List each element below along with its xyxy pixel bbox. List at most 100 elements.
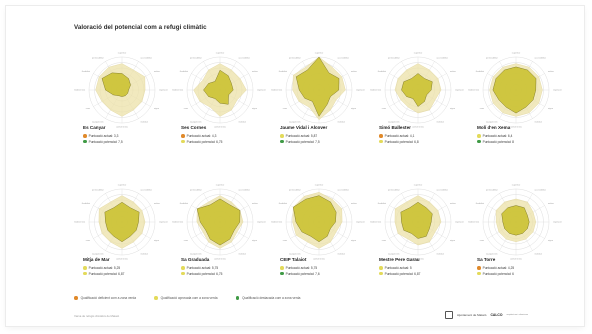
score-actual-dot: [477, 134, 481, 138]
score-potencial-dot: [477, 139, 481, 144]
axis-label: usos: [382, 108, 386, 110]
radar-chart-ses-cornes: superficie accessibilitat ombra vegetació ai…: [172, 53, 266, 129]
axis-label: biodiversitat: [468, 89, 479, 92]
axis-label: flexibilitat: [279, 70, 288, 73]
axis-label: mobiliari: [535, 254, 543, 256]
score-potencial-row: Puntuació potencial: 7,5: [280, 140, 320, 144]
score-potencial-row: Puntuació potencial: 7,5: [83, 140, 123, 144]
axis-label: superficie: [315, 185, 324, 187]
axis-label: permeabilitat: [289, 189, 301, 192]
radar-chart-sa-graduada: superficie accessibilitat ombra vegetació ai…: [172, 185, 266, 261]
legend-dot-aprovada: [154, 296, 158, 300]
series-actual-polygon: [203, 69, 234, 105]
axis-label: mobiliari: [338, 254, 346, 256]
score-actual-dot: [83, 134, 87, 138]
site-name-sa-graduada: Sa Graduada: [181, 257, 210, 262]
axis-label: usos: [283, 108, 287, 110]
score-potencial-label: Puntuació potencial: 6,8: [384, 139, 419, 144]
axis-label: equipaments: [388, 253, 399, 256]
axis-label: confort tèrmic: [116, 258, 128, 261]
axis-label: accessibilitat: [239, 57, 251, 60]
site-name-mitja-de-mar: Mitja de Mar: [83, 257, 110, 262]
axis-label: confort tèrmic: [412, 258, 424, 261]
axis-label: biodiversitat: [468, 221, 479, 224]
score-actual-row: Puntuació actual: 6,4: [477, 134, 512, 138]
axis-label: ombra: [154, 71, 161, 73]
score-potencial-label: Puntuació potencial: 6,87: [88, 271, 125, 276]
score-potencial-label: Puntuació potencial: 6: [482, 271, 514, 276]
axis-label: confort tèrmic: [313, 258, 325, 261]
axis-label: flexibilitat: [82, 202, 91, 205]
axis-label: vegetació: [553, 221, 562, 224]
axis-label: biodiversitat: [370, 89, 381, 92]
score-potencial-row: Puntuació potencial: 6,87: [83, 272, 124, 276]
site-name-mestre-pere-garau: Mestre Pere Garau: [379, 257, 420, 262]
radar-chart-jaume-vidal-i-alcover: superficie accessibilitat ombra vegetació ai…: [271, 53, 365, 129]
score-potencial-dot: [181, 271, 185, 276]
axis-label: confort tèrmic: [313, 126, 325, 129]
footer-brand: CALCO: [490, 313, 503, 317]
axis-label: aigua: [252, 108, 258, 110]
axis-label: mobiliari: [239, 254, 247, 256]
axis-label: confort tèrmic: [116, 126, 128, 129]
axis-label: flexibilitat: [378, 70, 387, 73]
radar-chart-mitja-de-mar: superficie accessibilitat ombra vegetació ai…: [74, 185, 168, 261]
score-actual-row: Puntuació actual: 5: [379, 266, 412, 270]
score-potencial-label: Puntuació potencial: 6,87: [384, 271, 421, 276]
legend-item-deficient: Qualificació deficient com a zona verda: [74, 296, 136, 300]
axis-label: equipaments: [289, 121, 300, 124]
site-name-sa-torre: Sa Torre: [477, 257, 496, 262]
score-potencial-row: Puntuació potencial: 7,6: [280, 272, 320, 276]
axis-label: superficie: [118, 53, 127, 55]
axis-label: ombra: [351, 203, 358, 205]
axis-label: ombra: [252, 203, 259, 205]
score-actual-label: Puntuació actual: 6,4: [482, 134, 513, 138]
axis-label: superficie: [512, 53, 521, 55]
legend-item-aprovada: Qualificació aprovada com a zona verda: [154, 296, 218, 300]
score-actual-row: Puntuació actual: 5,75: [280, 266, 317, 270]
axis-label: confort tèrmic: [412, 126, 424, 129]
axis-label: biodiversitat: [74, 89, 85, 92]
score-actual-label: Puntuació actual: 4,3: [186, 134, 217, 138]
score-potencial-dot: [477, 271, 481, 276]
score-actual-dot: [181, 266, 185, 270]
series-actual-polygon: [104, 201, 140, 243]
axis-label: biodiversitat: [172, 221, 183, 224]
axis-label: permeabilitat: [289, 57, 301, 60]
axis-label: superficie: [315, 53, 324, 55]
axis-label: equipaments: [92, 253, 103, 256]
axis-label: permeabilitat: [92, 189, 104, 192]
axis-label: mobiliari: [141, 254, 149, 256]
score-potencial-row: Puntuació potencial: 6,75: [181, 272, 222, 276]
score-actual-row: Puntuació actual: 5,75: [181, 266, 218, 270]
score-potencial-label: Puntuació potencial: 6,75: [186, 139, 223, 144]
score-potencial-label: Puntuació potencial: 8: [482, 139, 514, 144]
legend-label-aprovada: Qualificació aprovada com a zona verda: [160, 296, 218, 300]
score-actual-label: Puntuació actual: 5,25: [88, 266, 121, 270]
axis-label: superficie: [118, 185, 127, 187]
axis-label: mobiliari: [141, 122, 149, 124]
axis-label: vegetació: [356, 221, 365, 224]
radar-chart-mestre-pere-garau: superficie accessibilitat ombra vegetació ai…: [370, 185, 464, 261]
series-actual-polygon: [400, 201, 433, 239]
axis-label: mobiliari: [437, 122, 445, 124]
score-actual-dot: [477, 266, 481, 270]
score-potencial-dot: [379, 271, 383, 276]
series-actual-polygon: [196, 198, 241, 246]
axis-label: vegetació: [455, 221, 464, 224]
radar-chart-ceip-talaiot: superficie accessibilitat ombra vegetació ai…: [271, 185, 365, 261]
axis-label: biodiversitat: [271, 221, 282, 224]
axis-label: aigua: [548, 240, 554, 242]
site-name-ses-cornes: Ses Cornes: [181, 125, 207, 130]
axis-label: biodiversitat: [74, 221, 85, 224]
score-actual-dot: [181, 134, 185, 138]
score-potencial-row: Puntuació potencial: 8: [477, 140, 514, 144]
score-potencial-dot: [181, 139, 185, 144]
axis-label: superficie: [216, 53, 225, 55]
footer-logos: Ajuntament de Mataró CALCO arquitectura …: [444, 311, 528, 319]
axis-label: usos: [184, 240, 188, 242]
score-actual-row: Puntuació actual: 5,25: [83, 266, 120, 270]
axis-label: vegetació: [257, 221, 266, 224]
axis-label: usos: [184, 108, 188, 110]
axis-label: equipaments: [190, 121, 201, 124]
